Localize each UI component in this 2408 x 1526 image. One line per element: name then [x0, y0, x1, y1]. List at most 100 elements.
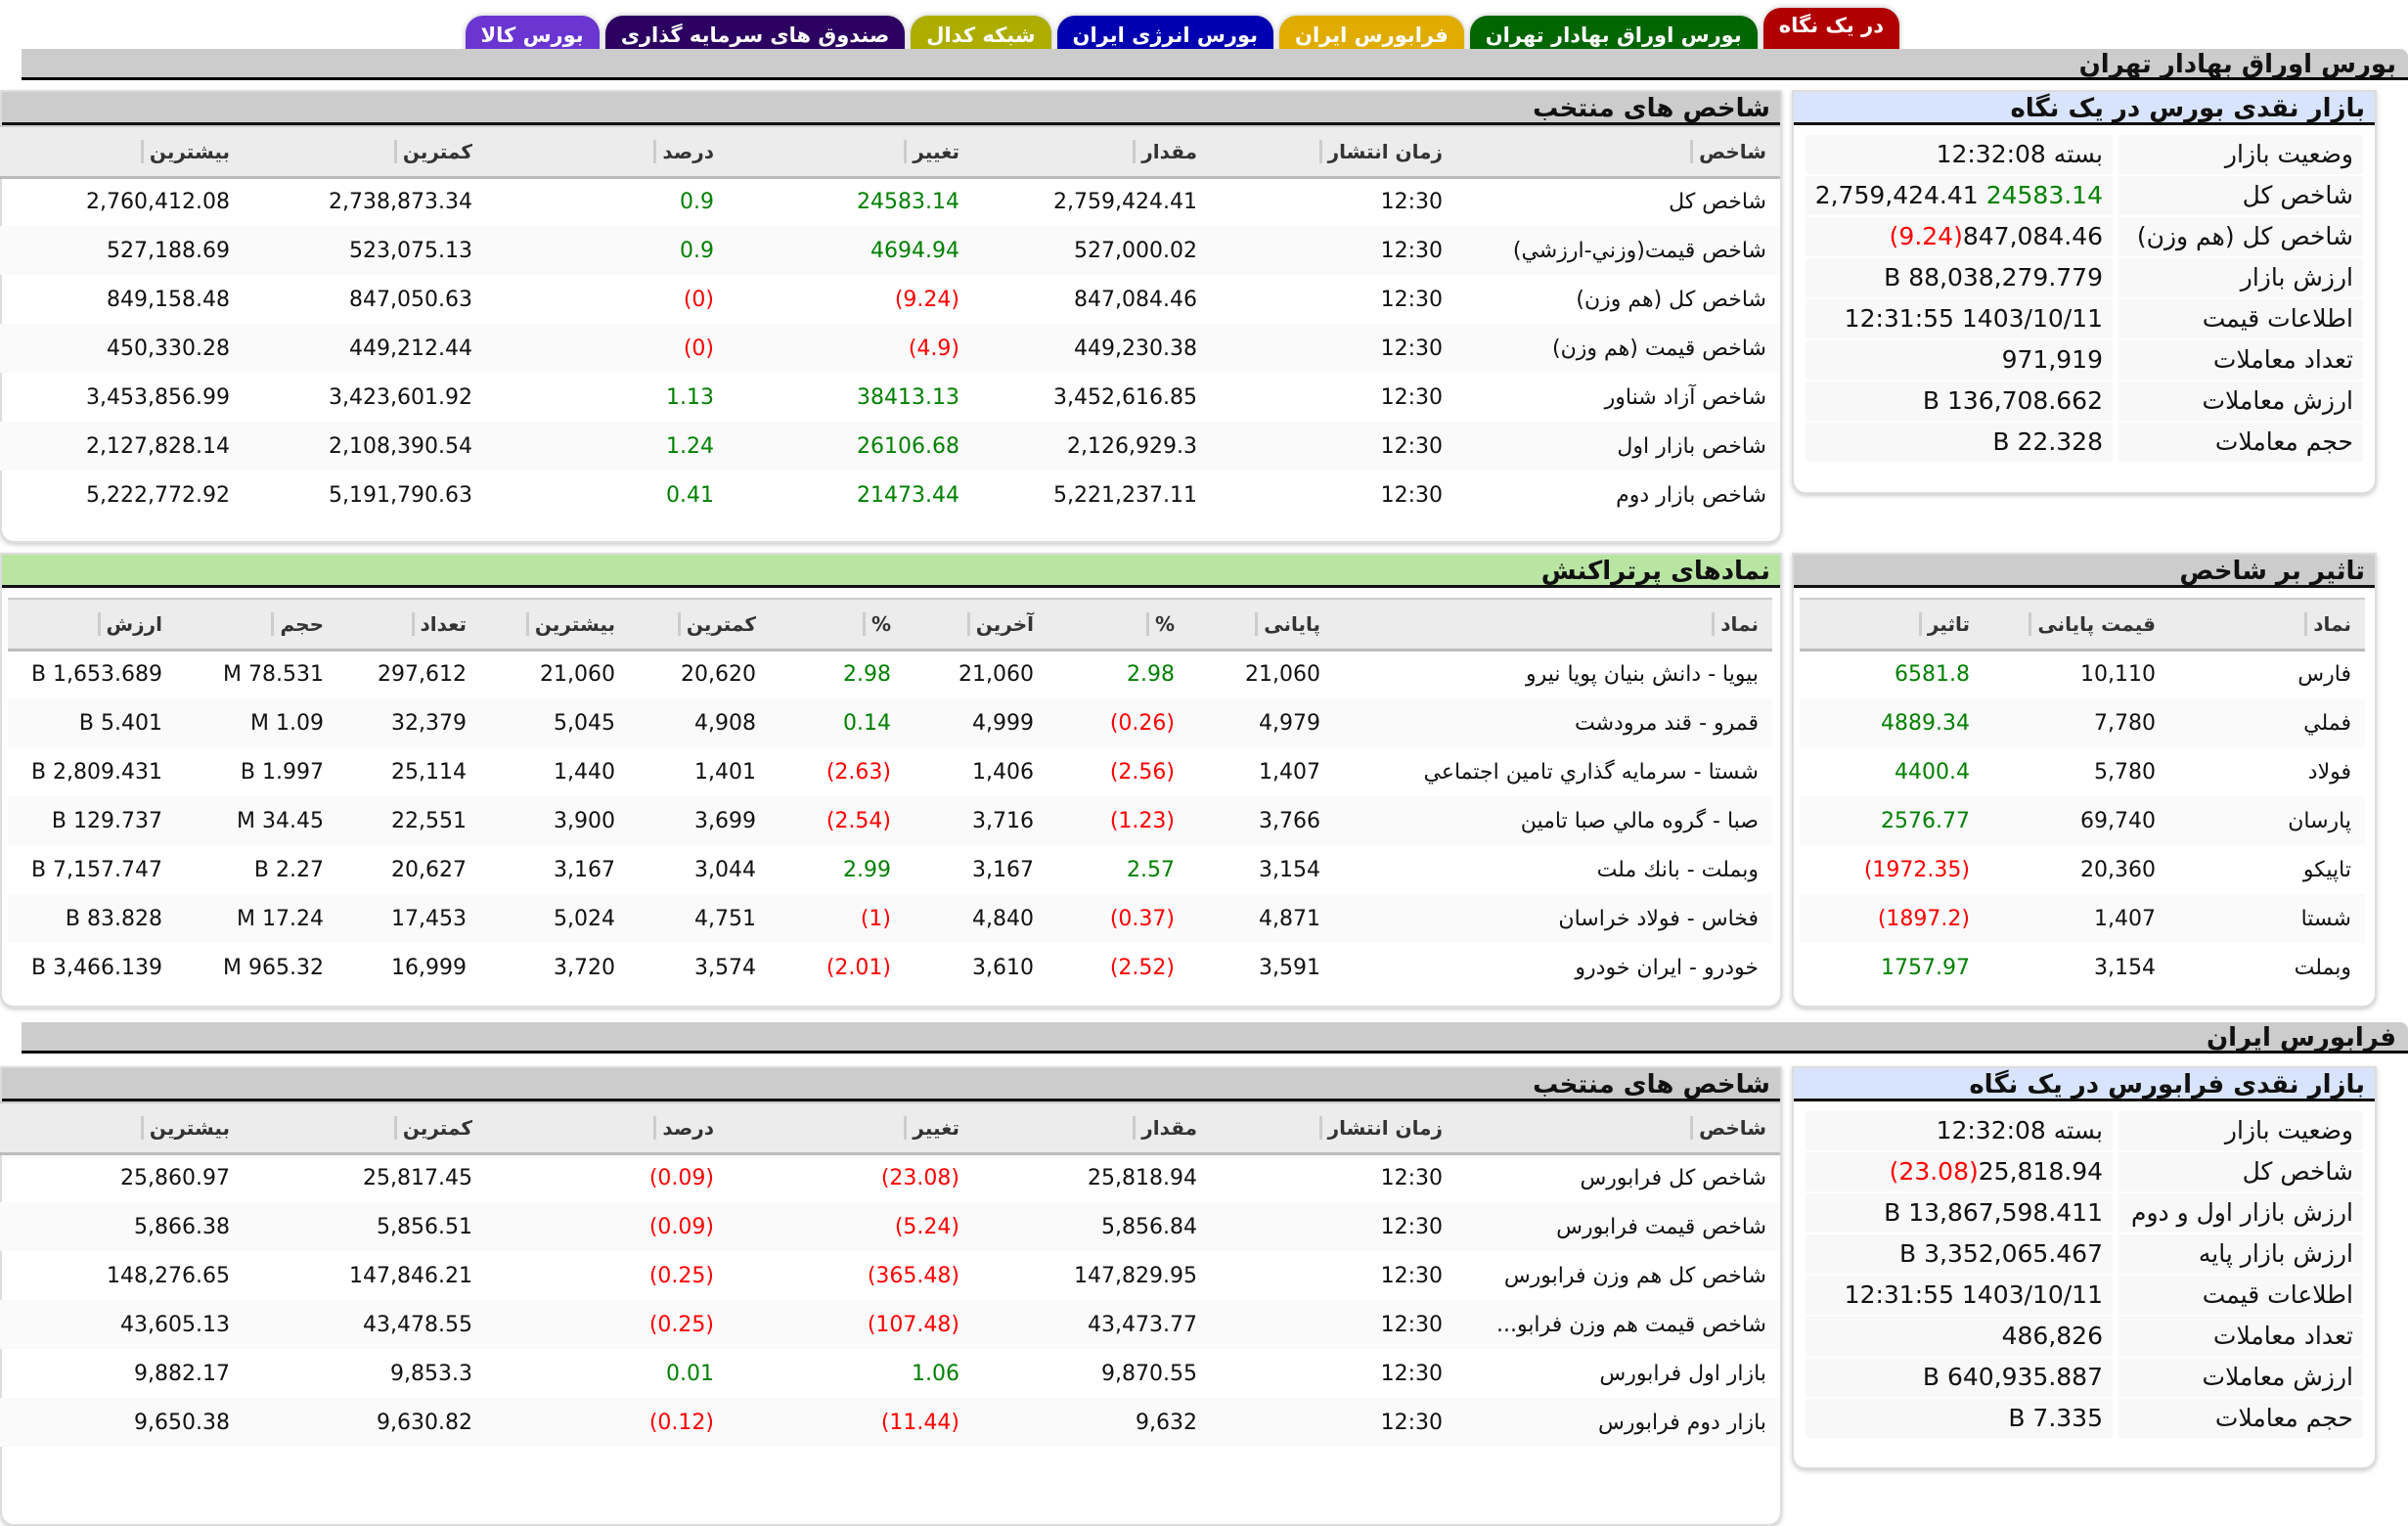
- row-cell: 1.997 B: [240, 759, 324, 785]
- table-row[interactable]: پارسان 69,740 2576.77: [1800, 796, 2365, 845]
- row-name[interactable]: شاخص بازار دوم: [1616, 482, 1766, 508]
- table-row[interactable]: بازار دوم فرابورس 12:30 9,632 (11.44) (0.12)…: [0, 1398, 1780, 1447]
- column-header[interactable]: بیشترین: [0, 125, 244, 179]
- row-name[interactable]: خودرو - ايران خودرو: [1575, 955, 1759, 980]
- table-row[interactable]: تاپيکو 20,360 (1972.35): [1800, 845, 2365, 894]
- row-name[interactable]: صبا - گروه مالي صبا تامين: [1334, 796, 1772, 845]
- row-cell: 2,108,390.54: [244, 422, 486, 471]
- table-row[interactable]: شاخص آزاد شناور 12:30 3,452,616.85 38413.13…: [0, 373, 1780, 422]
- table-row[interactable]: فارس 10,110 6581.8: [1800, 650, 2365, 698]
- column-header[interactable]: زمان انتشار: [1211, 125, 1456, 179]
- row-name[interactable]: پارسان: [2169, 796, 2365, 845]
- column-header-label: حجم: [271, 611, 324, 636]
- table-row[interactable]: شاخص کل (هم وزن) 12:30 847,084.46 (9.24) (0)…: [0, 275, 1780, 324]
- column-header[interactable]: %: [1048, 598, 1188, 651]
- row-cell: 1,401: [694, 759, 756, 785]
- row-name[interactable]: فولاد: [2307, 759, 2351, 785]
- column-header[interactable]: قیمت پایانی: [1984, 598, 2169, 651]
- table-row[interactable]: شاخص بازار اول 12:30 2,126,929.3 26106.68 1.…: [0, 422, 1780, 471]
- table-row[interactable]: شاخص قیمت فرابورس 12:30 5,856.84 (5.24) (0.0…: [0, 1202, 1780, 1251]
- summary-value-cell: 13,867,598.411 B: [1806, 1193, 2113, 1233]
- row-cell: (0.26): [1048, 698, 1188, 747]
- row-cell: (2.01): [825, 955, 891, 980]
- row-name[interactable]: بازار اول فرابورس: [1599, 1361, 1766, 1386]
- row-name[interactable]: شاخص قیمت هم وزن فرابو...: [1456, 1300, 1780, 1349]
- table-row[interactable]: فخاس - فولاد خراسان 4,871 (0.37) 4,840 (1) 4,…: [8, 894, 1772, 943]
- column-header[interactable]: شاخص: [1456, 125, 1780, 179]
- table-row[interactable]: شستا - سرمايه گذاري تامين اجتماعي 1,407 (2…: [8, 747, 1772, 796]
- column-header[interactable]: %: [770, 598, 905, 651]
- table-row[interactable]: وبملت - بانك ملت 3,154 2.57 3,167 2.99 3,044 3…: [8, 845, 1772, 894]
- column-header[interactable]: تغییر: [728, 125, 973, 179]
- summary-row: ارزش معاملات 136,708.662 B: [1806, 382, 2363, 421]
- summary-row: شاخص کل (هم وزن) 847,084.46(9.24): [1806, 217, 2363, 256]
- column-header[interactable]: شاخص: [1456, 1101, 1780, 1155]
- row-name[interactable]: شاخص کل فرابورس: [1580, 1166, 1766, 1191]
- table-row[interactable]: خودرو - ايران خودرو 3,591 (2.52) 3,610 (2.01…: [8, 943, 1772, 992]
- row-name[interactable]: شاخص قیمت فرابورس: [1456, 1202, 1780, 1251]
- table-row[interactable]: شاخص قیمت (هم وزن) 12:30 449,230.38 (4.9) (0…: [0, 324, 1780, 373]
- row-name[interactable]: شاخص قیمت (هم وزن): [1456, 324, 1780, 373]
- column-header[interactable]: نماد: [2169, 598, 2365, 651]
- row-name[interactable]: فخاس - فولاد خراسان: [1334, 894, 1772, 943]
- table-row[interactable]: شاخص قیمت هم وزن فرابو... 12:30 43,473.77(…: [0, 1300, 1780, 1349]
- row-cell: (4.9): [728, 324, 973, 373]
- row-name[interactable]: قمرو - قند مرودشت: [1334, 698, 1772, 747]
- row-name[interactable]: شستا - سرمايه گذاري تامين اجتماعي: [1423, 759, 1760, 785]
- table-row[interactable]: قمرو - قند مرودشت 4,979 (0.26) 4,999 0.14 4,9…: [8, 698, 1772, 747]
- row-name[interactable]: شستا: [2169, 894, 2365, 943]
- section-ifb-title: فرابورس ایران: [22, 1022, 2408, 1054]
- column-header[interactable]: تعداد: [337, 598, 480, 651]
- column-header[interactable]: زمان انتشار: [1211, 1101, 1456, 1155]
- row-cell: 25,114: [391, 759, 467, 785]
- table-row[interactable]: شستا 1,407 (1897.2): [1800, 894, 2365, 943]
- row-cell: 12:30: [1211, 324, 1456, 373]
- summary-label: شاخص کل: [2118, 1152, 2363, 1191]
- row-name[interactable]: شاخص قیمت(وزني-ارزشي): [1456, 226, 1780, 275]
- column-header[interactable]: درصد: [486, 125, 728, 179]
- summary-value-cell: 88,038,279.779 B: [1806, 258, 2113, 297]
- table-row[interactable]: شاخص قیمت(وزني-ارزشي) 12:30 527,000.02 4694…: [0, 226, 1780, 275]
- column-header[interactable]: پایانی: [1188, 598, 1334, 651]
- summary-value: بسته 12:32:08: [1936, 140, 2103, 168]
- row-name[interactable]: شاخص آزاد شناور: [1604, 384, 1766, 410]
- row-name[interactable]: تاپيکو: [2302, 857, 2351, 882]
- row-name[interactable]: شاخص کل (هم وزن): [1576, 287, 1766, 312]
- tab-0[interactable]: در یک نگاه: [1762, 8, 1899, 57]
- row-name[interactable]: شاخص بازار اول: [1456, 422, 1780, 471]
- column-header[interactable]: آخرین: [905, 598, 1048, 651]
- column-header[interactable]: تغییر: [728, 1101, 973, 1155]
- row-name[interactable]: فملي: [2169, 698, 2365, 747]
- row-cell: 3,154: [2094, 955, 2156, 980]
- row-name[interactable]: بازار دوم فرابورس: [1456, 1398, 1780, 1447]
- column-header[interactable]: مقدار: [973, 1101, 1211, 1155]
- table-row[interactable]: فملي 7,780 4889.34: [1800, 698, 2365, 747]
- column-header[interactable]: کمترین: [244, 1101, 486, 1155]
- row-name[interactable]: شاخص کل هم وزن فرابورس: [1503, 1263, 1766, 1288]
- row-name[interactable]: شاخص کل: [1669, 190, 1766, 215]
- table-row[interactable]: بيويا - دانش بنيان پويا نيرو 21,060 2.98 21…: [8, 650, 1772, 698]
- column-header[interactable]: درصد: [486, 1101, 728, 1155]
- column-header[interactable]: نماد: [1334, 598, 1772, 651]
- table-row[interactable]: وبملت 3,154 1757.97: [1800, 943, 2365, 992]
- column-header[interactable]: ارزش: [8, 598, 176, 651]
- table-row[interactable]: فولاد 5,780 4400.4: [1800, 747, 2365, 796]
- table-row[interactable]: شاخص بازار دوم 12:30 5,221,237.11 21473.44 0…: [0, 471, 1780, 519]
- column-header[interactable]: بیشترین: [480, 598, 629, 651]
- column-header[interactable]: بیشترین: [0, 1101, 244, 1155]
- row-name[interactable]: فارس: [2297, 662, 2351, 688]
- column-header[interactable]: کمترین: [244, 125, 486, 179]
- row-name[interactable]: بيويا - دانش بنيان پويا نيرو: [1525, 662, 1759, 688]
- column-header[interactable]: حجم: [176, 598, 337, 651]
- table-row[interactable]: شاخص کل هم وزن فرابورس 12:30 147,829.95 (36…: [0, 1251, 1780, 1300]
- column-header[interactable]: مقدار: [973, 125, 1211, 179]
- summary-value: 25,818.94: [1978, 1157, 2103, 1186]
- table-row[interactable]: بازار اول فرابورس 12:30 9,870.55 1.06 0.01 9,…: [0, 1349, 1780, 1398]
- table-row[interactable]: شاخص کل 12:30 2,759,424.41 24583.14 0.9 2,738…: [0, 177, 1780, 226]
- row-name[interactable]: وبملت - بانك ملت: [1596, 857, 1759, 882]
- row-name[interactable]: وبملت: [2294, 955, 2351, 980]
- table-row[interactable]: شاخص کل فرابورس 12:30 25,818.94 (23.08) (0.0…: [0, 1153, 1780, 1202]
- column-header[interactable]: کمترین: [629, 598, 770, 651]
- table-row[interactable]: صبا - گروه مالي صبا تامين 3,766 (1.23) 3,71…: [8, 796, 1772, 845]
- column-header[interactable]: تاثیر: [1800, 598, 1984, 651]
